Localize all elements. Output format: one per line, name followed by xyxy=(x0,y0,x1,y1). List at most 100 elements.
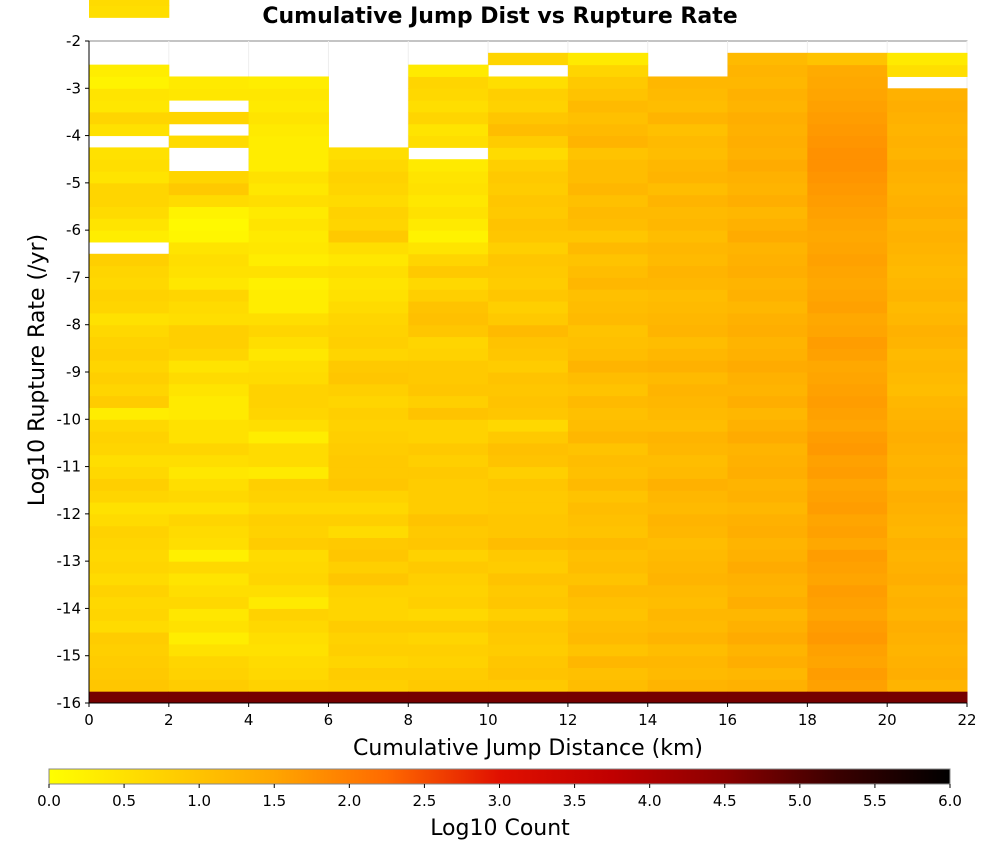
heatmap-cell xyxy=(168,135,250,148)
heatmap-cell xyxy=(328,159,409,172)
heatmap-cell xyxy=(887,52,968,66)
heatmap-cell xyxy=(807,88,888,101)
heatmap-cell xyxy=(727,360,808,373)
heatmap-cell xyxy=(887,147,968,160)
heatmap-cell xyxy=(168,513,250,527)
heatmap-cell xyxy=(408,525,489,538)
heatmap-cell xyxy=(887,431,968,444)
heatmap-cell xyxy=(89,572,170,586)
heatmap-cell xyxy=(488,123,569,137)
heatmap-cell xyxy=(807,549,888,562)
heatmap-cell xyxy=(488,76,569,89)
heatmap-cell xyxy=(89,76,170,89)
heatmap-cell xyxy=(727,537,808,550)
heatmap-cell xyxy=(807,572,888,586)
heatmap-cell xyxy=(168,289,250,302)
heatmap-cell xyxy=(168,431,250,444)
heatmap-cell xyxy=(328,643,409,657)
heatmap-cell xyxy=(89,277,170,290)
heatmap-cell xyxy=(887,395,968,408)
heatmap-cell xyxy=(408,478,489,491)
heatmap-cell xyxy=(567,123,649,137)
heatmap-cell xyxy=(887,691,968,704)
heatmap-cell xyxy=(488,419,569,432)
y-axis: -2 -3 -4 -5 -6 -7 -8 -9 -10 -11 -12 -13 -14 -15 -16 xyxy=(57,32,90,712)
heatmap-cell xyxy=(408,454,489,468)
heatmap-cell xyxy=(248,691,329,704)
heatmap-cell xyxy=(248,490,329,503)
heatmap-cell xyxy=(887,572,968,586)
heatmap-cell xyxy=(168,502,250,515)
heatmap-cell xyxy=(887,289,968,302)
heatmap-cell xyxy=(807,431,888,444)
heatmap-cell xyxy=(727,301,808,314)
heatmap-cell xyxy=(567,655,649,669)
colorbar-tick-label: 2.0 xyxy=(337,792,361,810)
heatmap-cell xyxy=(807,206,888,219)
y-tick-label: -4 xyxy=(66,127,81,145)
heatmap-cell xyxy=(567,525,649,538)
heatmap-cell xyxy=(408,395,489,408)
heatmap-cell xyxy=(248,442,329,456)
heatmap-cell xyxy=(488,348,569,361)
heatmap-cell xyxy=(328,289,409,302)
heatmap-cell xyxy=(89,608,170,621)
heatmap-cell xyxy=(887,466,968,479)
heatmap-cell xyxy=(248,584,329,598)
y-tick-label: -7 xyxy=(66,268,81,286)
heatmap-cell xyxy=(89,289,170,302)
heatmap-cell xyxy=(647,383,729,397)
colorbar-tick-label: 2.5 xyxy=(412,792,436,810)
heatmap-cell xyxy=(647,76,729,89)
heatmap-cell xyxy=(248,324,329,338)
x-tick-label: 12 xyxy=(558,711,577,729)
y-tick-label: -14 xyxy=(57,599,82,617)
heatmap-cell xyxy=(248,123,329,137)
heatmap-cell xyxy=(647,336,729,349)
heatmap-cell xyxy=(328,407,409,420)
heatmap-cell xyxy=(248,312,329,326)
heatmap-cell xyxy=(727,76,808,89)
heatmap-cell xyxy=(408,253,489,267)
colorbar-tick-label: 1.5 xyxy=(262,792,286,810)
heatmap-cell xyxy=(488,230,569,243)
heatmap-cell xyxy=(887,182,968,196)
heatmap-cell xyxy=(887,655,968,669)
heatmap-cell xyxy=(328,667,409,680)
heatmap-cell xyxy=(807,691,888,704)
y-tick-label: -13 xyxy=(57,552,82,570)
heatmap-cell xyxy=(488,525,569,538)
heatmap-cell xyxy=(488,502,569,515)
heatmap-cell xyxy=(647,572,729,586)
heatmap-cell xyxy=(567,76,649,89)
heatmap-cell xyxy=(567,312,649,326)
heatmap-cell xyxy=(408,230,489,243)
heatmap-cell xyxy=(727,194,808,207)
heatmap-cell xyxy=(89,265,170,278)
heatmap-cell xyxy=(488,431,569,444)
heatmap-cell xyxy=(89,679,170,692)
heatmap-cell xyxy=(727,348,808,361)
y-tick-label: -15 xyxy=(57,647,82,665)
heatmap-cell xyxy=(89,620,170,633)
heatmap-cell xyxy=(727,466,808,479)
heatmap-cell xyxy=(887,442,968,456)
heatmap-cell xyxy=(328,655,409,669)
heatmap-cell xyxy=(567,289,649,302)
heatmap-cell xyxy=(647,123,729,137)
heatmap-cell xyxy=(89,632,170,645)
heatmap-cell xyxy=(647,490,729,503)
heatmap-cell xyxy=(727,454,808,468)
heatmap-cell xyxy=(89,336,170,349)
heatmap-cell xyxy=(887,502,968,515)
heatmap-cell xyxy=(168,312,250,326)
heatmap-cell xyxy=(567,111,649,125)
heatmap-cell xyxy=(727,561,808,574)
heatmap-cell xyxy=(328,348,409,361)
heatmap-cell xyxy=(727,171,808,184)
heatmap-cell xyxy=(168,111,250,125)
heatmap-cell xyxy=(488,206,569,219)
heatmap-cell xyxy=(567,348,649,361)
heatmap-cell xyxy=(408,596,489,609)
heatmap-cell xyxy=(488,632,569,645)
